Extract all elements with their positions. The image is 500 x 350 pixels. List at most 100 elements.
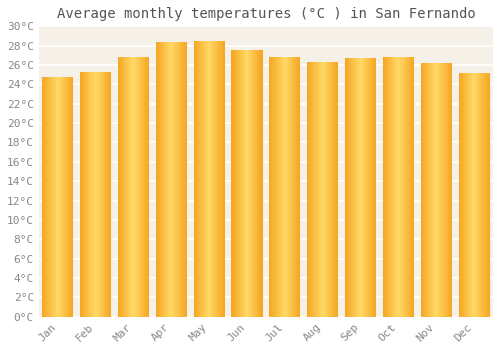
Bar: [384, 57, 385, 317]
Bar: [203, 41, 204, 317]
Bar: [164, 42, 165, 317]
Bar: [247, 50, 248, 317]
Bar: [347, 58, 348, 317]
Bar: [48, 77, 50, 317]
Bar: [318, 62, 320, 317]
Bar: [156, 42, 157, 317]
Bar: [434, 63, 435, 317]
Bar: [433, 63, 434, 317]
Bar: [476, 73, 477, 317]
Bar: [432, 63, 433, 317]
Bar: [431, 63, 432, 317]
Bar: [436, 63, 438, 317]
Bar: [107, 72, 108, 317]
Bar: [44, 77, 46, 317]
Bar: [140, 57, 141, 317]
Bar: [63, 77, 64, 317]
Bar: [440, 63, 442, 317]
Bar: [94, 72, 96, 317]
Bar: [486, 73, 488, 317]
Bar: [428, 63, 429, 317]
Bar: [110, 72, 111, 317]
Bar: [216, 41, 218, 317]
Bar: [124, 57, 125, 317]
Bar: [159, 42, 160, 317]
Bar: [236, 50, 238, 317]
Bar: [85, 72, 86, 317]
Bar: [101, 72, 102, 317]
Bar: [194, 41, 196, 317]
Bar: [168, 42, 169, 317]
Bar: [166, 42, 167, 317]
Bar: [330, 62, 331, 317]
Bar: [258, 50, 260, 317]
Bar: [329, 62, 330, 317]
Bar: [394, 57, 396, 317]
Bar: [337, 62, 338, 317]
Bar: [426, 63, 427, 317]
Bar: [295, 57, 296, 317]
Bar: [251, 50, 252, 317]
Bar: [207, 41, 208, 317]
Bar: [58, 77, 59, 317]
Bar: [67, 77, 68, 317]
Bar: [62, 77, 63, 317]
Bar: [308, 62, 310, 317]
Bar: [205, 41, 206, 317]
Bar: [80, 72, 81, 317]
Bar: [180, 42, 182, 317]
Bar: [478, 73, 480, 317]
Bar: [345, 58, 346, 317]
Bar: [132, 57, 134, 317]
Bar: [400, 57, 402, 317]
Bar: [96, 72, 98, 317]
Bar: [430, 63, 431, 317]
Bar: [409, 57, 410, 317]
Bar: [334, 62, 335, 317]
Bar: [218, 41, 220, 317]
Bar: [123, 57, 124, 317]
Bar: [360, 58, 362, 317]
Bar: [169, 42, 170, 317]
Bar: [373, 58, 374, 317]
Bar: [446, 63, 448, 317]
Bar: [167, 42, 168, 317]
Bar: [65, 77, 66, 317]
Bar: [66, 77, 67, 317]
Bar: [158, 42, 159, 317]
Bar: [374, 58, 375, 317]
Bar: [127, 57, 128, 317]
Bar: [462, 73, 464, 317]
Bar: [468, 73, 469, 317]
Bar: [286, 57, 287, 317]
Bar: [165, 42, 166, 317]
Bar: [244, 50, 245, 317]
Bar: [200, 41, 201, 317]
Bar: [466, 73, 467, 317]
Bar: [108, 72, 109, 317]
Bar: [474, 73, 475, 317]
Bar: [121, 57, 122, 317]
Bar: [118, 57, 119, 317]
Bar: [252, 50, 253, 317]
Bar: [83, 72, 84, 317]
Bar: [84, 72, 85, 317]
Bar: [122, 57, 123, 317]
Bar: [465, 73, 466, 317]
Bar: [142, 57, 143, 317]
Bar: [387, 57, 388, 317]
Bar: [209, 41, 210, 317]
Bar: [325, 62, 326, 317]
Bar: [412, 57, 413, 317]
Bar: [282, 57, 283, 317]
Bar: [72, 77, 74, 317]
Bar: [256, 50, 258, 317]
Bar: [482, 73, 484, 317]
Bar: [292, 57, 293, 317]
Bar: [71, 77, 72, 317]
Bar: [332, 62, 333, 317]
Bar: [248, 50, 249, 317]
Bar: [469, 73, 470, 317]
Bar: [88, 72, 90, 317]
Bar: [364, 58, 366, 317]
